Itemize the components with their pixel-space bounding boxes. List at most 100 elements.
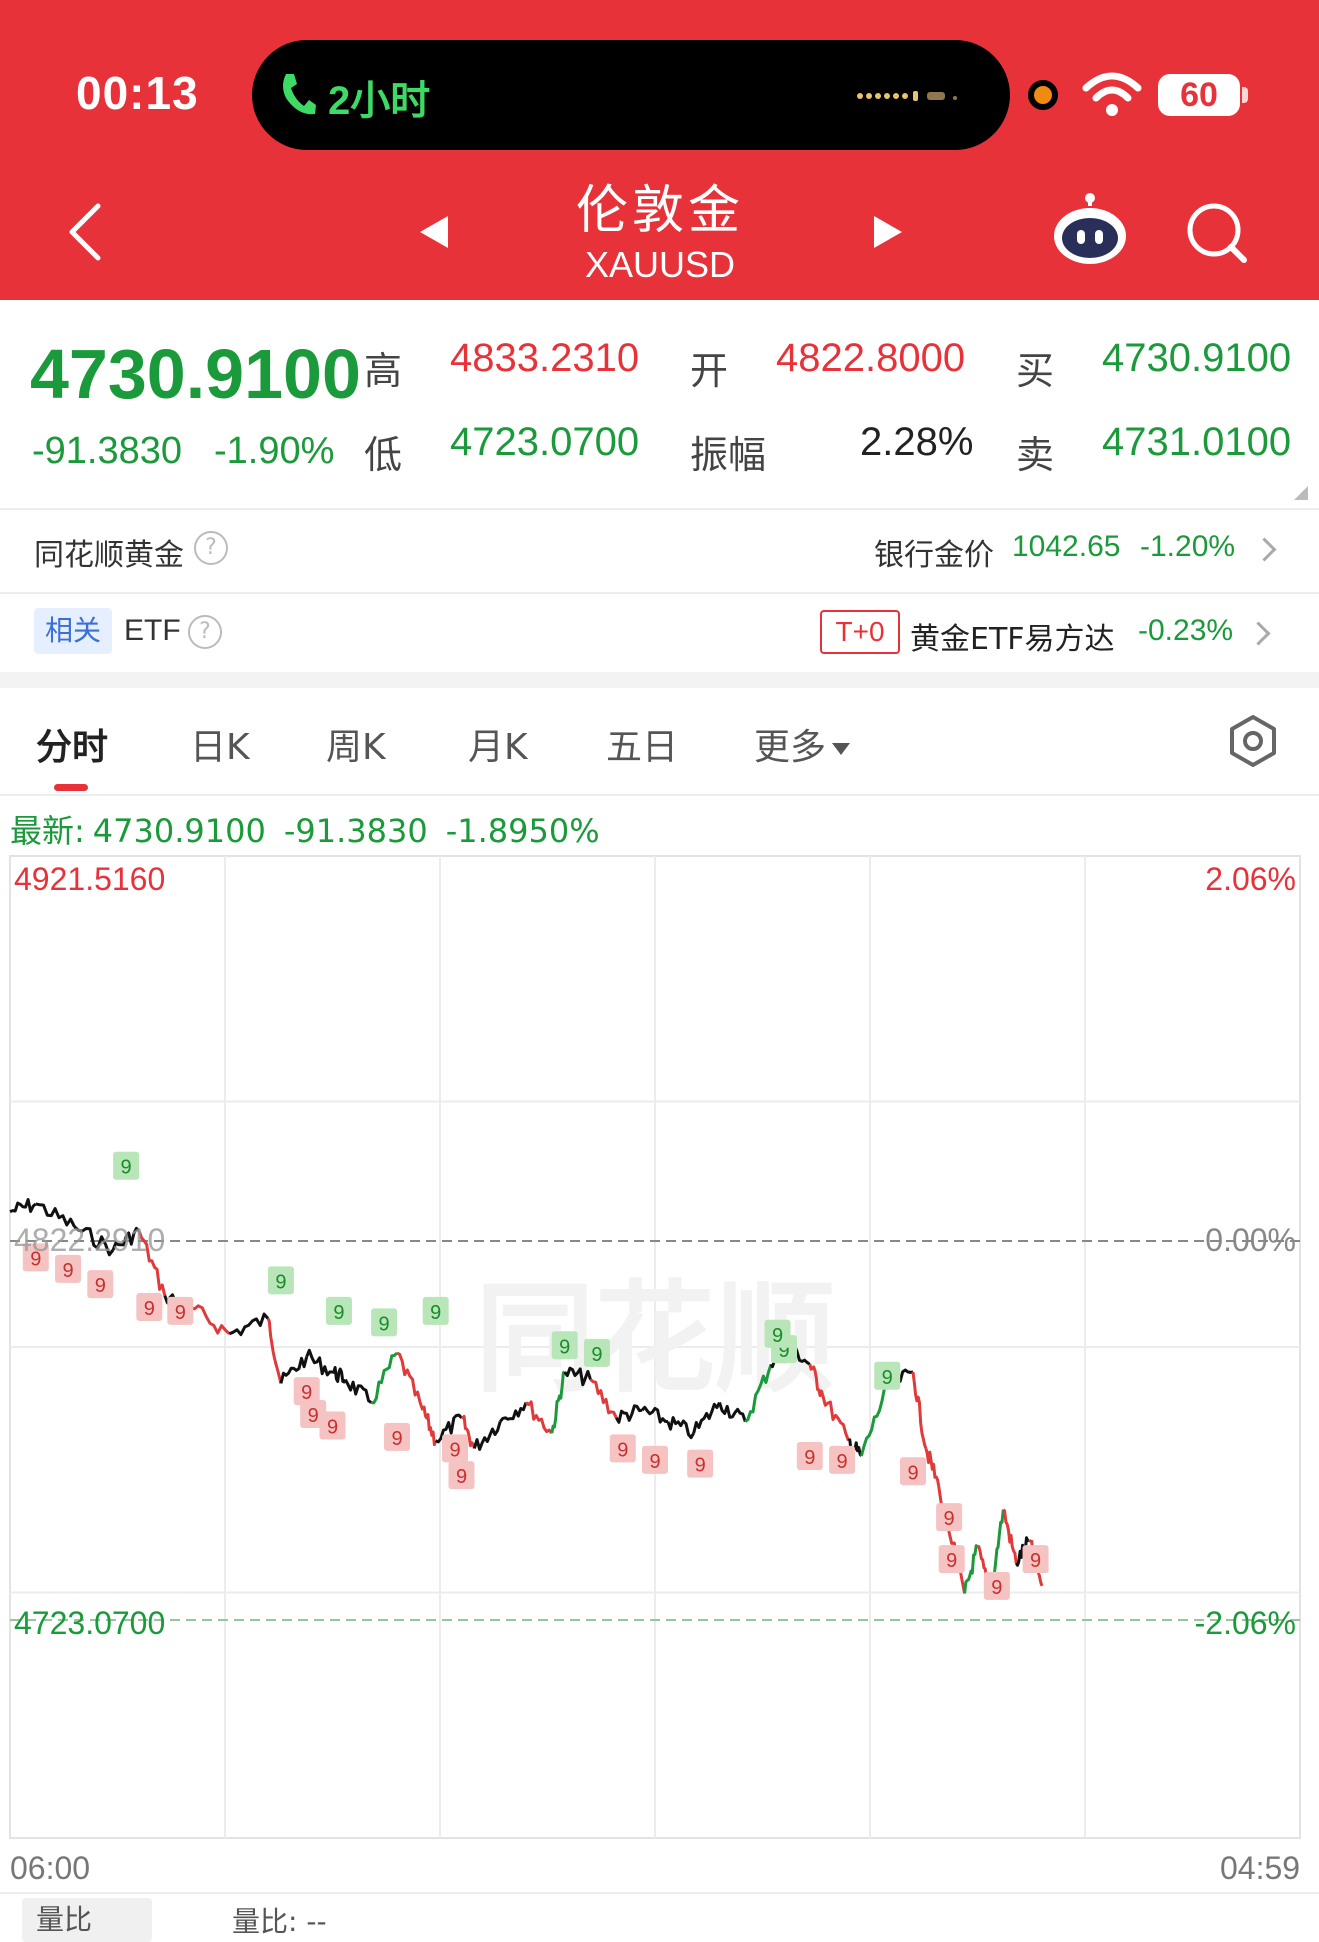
bank-gold-pct: -1.20%	[1140, 530, 1236, 563]
svg-text:9: 9	[275, 1271, 286, 1293]
related-tag: 相关	[34, 608, 112, 654]
tab-daily-k[interactable]: 日K	[190, 727, 250, 768]
price-line-segment	[189, 1304, 231, 1335]
svg-text:9: 9	[559, 1336, 570, 1358]
price-line	[9, 1198, 1044, 1596]
last-price: 4730.9100	[30, 335, 361, 413]
sell-signal-marker: 9	[796, 1442, 823, 1471]
robot-assistant-icon[interactable]	[1050, 192, 1130, 268]
next-instrument-icon[interactable]	[868, 212, 908, 252]
svg-text:9: 9	[778, 1340, 789, 1362]
sell-signal-marker: 9	[609, 1434, 636, 1463]
call-duration: 2小时	[328, 79, 431, 123]
price-line-segment	[666, 1416, 695, 1440]
price-line-segment	[808, 1363, 825, 1398]
svg-text:9: 9	[144, 1298, 155, 1320]
buy-signal-marker: 9	[113, 1151, 140, 1180]
price-line-segment	[266, 1317, 283, 1384]
sell-signal-marker: 9	[136, 1293, 163, 1322]
volume-ratio-dropdown[interactable]: 量比	[22, 1898, 152, 1942]
sell-signal-marker: 9	[983, 1571, 1010, 1600]
price-line-segment	[859, 1385, 888, 1457]
price-line-segment	[73, 1225, 115, 1257]
buy-signal-marker: 9	[422, 1296, 449, 1325]
divider	[0, 592, 1319, 594]
price-line-segment	[396, 1351, 425, 1411]
svg-text:9: 9	[333, 1302, 344, 1324]
price-line-segment	[332, 1366, 347, 1384]
svg-text:9: 9	[946, 1550, 957, 1572]
price-line-segment	[911, 1371, 928, 1449]
price-line-segment	[963, 1544, 979, 1594]
chart-grid	[10, 856, 1300, 1838]
open-label: 开	[690, 349, 729, 393]
search-icon[interactable]	[1186, 202, 1248, 264]
pct-mid-label: 0.00%	[1205, 1222, 1296, 1258]
etf-label[interactable]: ETF	[124, 614, 181, 647]
status-time: 00:13	[76, 67, 199, 119]
sell-signal-marker: 9	[642, 1445, 668, 1474]
buy-signal-marker: 9	[325, 1296, 352, 1325]
tab-active-indicator	[54, 784, 88, 791]
price-line-segment	[305, 1348, 333, 1377]
sell-signal-marker: 9	[167, 1296, 194, 1325]
sell-signal-marker: 9	[55, 1254, 82, 1283]
chevron-right-icon[interactable]	[1252, 537, 1277, 562]
price-line-segment	[821, 1394, 850, 1442]
tab-more-label: 更多	[754, 727, 827, 768]
price-line-segment	[111, 1226, 141, 1251]
price-line-segment	[435, 1413, 463, 1444]
svg-text:9: 9	[695, 1455, 706, 1477]
sell-signal-marker: 9	[687, 1449, 714, 1478]
chevron-right-icon[interactable]	[1246, 621, 1271, 646]
audio-wave-icon	[857, 91, 957, 101]
recording-indicator-icon	[1028, 80, 1058, 110]
svg-text:9: 9	[836, 1451, 847, 1473]
price-line-segment	[421, 1405, 438, 1447]
svg-text:9: 9	[327, 1416, 338, 1438]
back-arrow-icon[interactable]	[62, 200, 106, 264]
pct-max-label: 2.06%	[1205, 861, 1296, 897]
tab-five-day[interactable]: 五日	[606, 727, 679, 768]
prev-instrument-icon[interactable]	[414, 212, 454, 252]
tab-monthly-k[interactable]: 月K	[468, 727, 528, 768]
svg-text:9: 9	[591, 1344, 602, 1366]
sell-signal-marker: 9	[938, 1545, 965, 1574]
svg-text:9: 9	[882, 1367, 893, 1389]
latest-change: -91.3830	[283, 812, 428, 850]
tab-intraday[interactable]: 分时	[36, 727, 109, 768]
price-line-segment	[279, 1356, 309, 1384]
price-line-segment	[9, 1198, 37, 1214]
buy-label: 买	[1016, 349, 1055, 393]
sell-signal-marker: 9	[87, 1270, 114, 1299]
price-line-segment	[461, 1414, 476, 1449]
help-icon[interactable]: ?	[188, 615, 222, 649]
price-line-segment	[228, 1312, 270, 1337]
dynamic-island[interactable]	[252, 40, 1010, 150]
tab-weekly-k[interactable]: 周K	[326, 727, 386, 768]
price-line-segment	[35, 1202, 76, 1228]
tab-more[interactable]: 更多	[754, 718, 851, 770]
price-line-segment	[1014, 1536, 1030, 1567]
buy-signal-marker: 9	[583, 1338, 610, 1367]
bank-gold-label[interactable]: 银行金价	[874, 538, 994, 573]
high-label: 高	[364, 349, 403, 393]
help-icon[interactable]: ?	[194, 531, 228, 565]
etf-name[interactable]: 黄金ETF易方达	[910, 622, 1115, 657]
amplitude-label: 振幅	[690, 433, 767, 477]
low-value: 4723.0700	[450, 420, 640, 464]
price-line-segment	[615, 1404, 643, 1424]
sell-signal-marker: 9	[900, 1457, 926, 1486]
expand-corner-icon[interactable]	[1294, 486, 1308, 500]
svg-text:9: 9	[991, 1577, 1002, 1599]
settings-icon[interactable]	[1226, 714, 1280, 768]
svg-text:9: 9	[649, 1451, 660, 1473]
divider	[0, 508, 1319, 510]
price-line-segment	[499, 1401, 528, 1423]
ths-gold-link[interactable]: 同花顺黄金	[34, 538, 184, 573]
buy-signal-marker: 9	[371, 1308, 398, 1337]
svg-text:9: 9	[379, 1313, 390, 1335]
price-line-segment	[692, 1401, 721, 1434]
svg-text:9: 9	[308, 1405, 319, 1427]
